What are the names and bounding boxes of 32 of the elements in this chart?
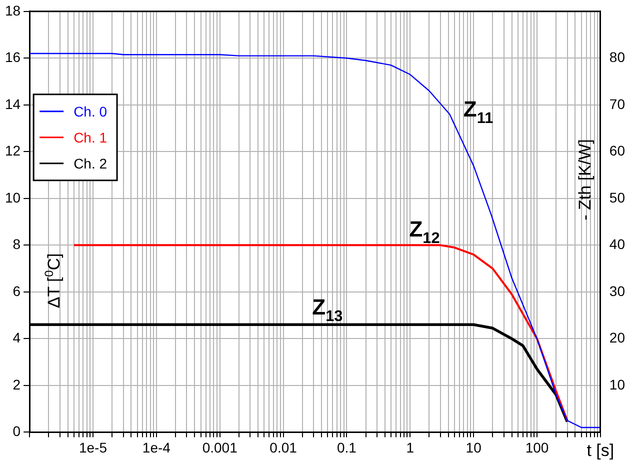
- y-tick-label: 18: [4, 2, 21, 18]
- y-tick-label: 14: [4, 96, 21, 112]
- y2-tick-label: 40: [609, 236, 626, 252]
- y-tick-label: 6: [12, 282, 21, 299]
- y-tick-label: 0: [12, 423, 21, 440]
- x-tick-label: 10: [466, 439, 482, 456]
- y2-tick-label: 50: [609, 189, 626, 206]
- y2-axis-title: - Zth [K/W]: [575, 139, 594, 220]
- x-tick-label: 0.001: [202, 439, 238, 456]
- legend-label: Ch. 1: [74, 129, 108, 146]
- x-tick-label: 1: [406, 439, 414, 456]
- y-tick-label: 2: [12, 376, 21, 392]
- x-tick-label: 1e-5: [78, 439, 108, 456]
- legend-label: Ch. 0: [74, 103, 108, 120]
- y-tick-label: 8: [12, 236, 21, 252]
- y-axis-title: ΔT [0C]: [42, 253, 64, 308]
- y2-tick-label: 60: [609, 142, 626, 159]
- y2-tick-label: 70: [609, 96, 626, 112]
- x-axis-title: t [s]: [586, 441, 614, 460]
- x-tick-label: 0.01: [270, 439, 298, 456]
- y2-tick-label: 30: [609, 282, 626, 299]
- legend-label: Ch. 2: [74, 155, 108, 172]
- y-tick-label: 16: [4, 49, 21, 66]
- y2-tick-label: 80: [609, 49, 626, 66]
- y-tick-label: 12: [4, 142, 21, 159]
- y2-tick-label: 20: [609, 330, 626, 346]
- y2-tick-label: 10: [609, 376, 626, 392]
- x-tick-label: 1e-4: [142, 439, 171, 456]
- y-tick-label: 4: [12, 330, 21, 346]
- x-tick-label: 0.1: [336, 439, 357, 456]
- x-tick-label: 100: [525, 439, 549, 456]
- y-tick-label: 10: [4, 189, 21, 206]
